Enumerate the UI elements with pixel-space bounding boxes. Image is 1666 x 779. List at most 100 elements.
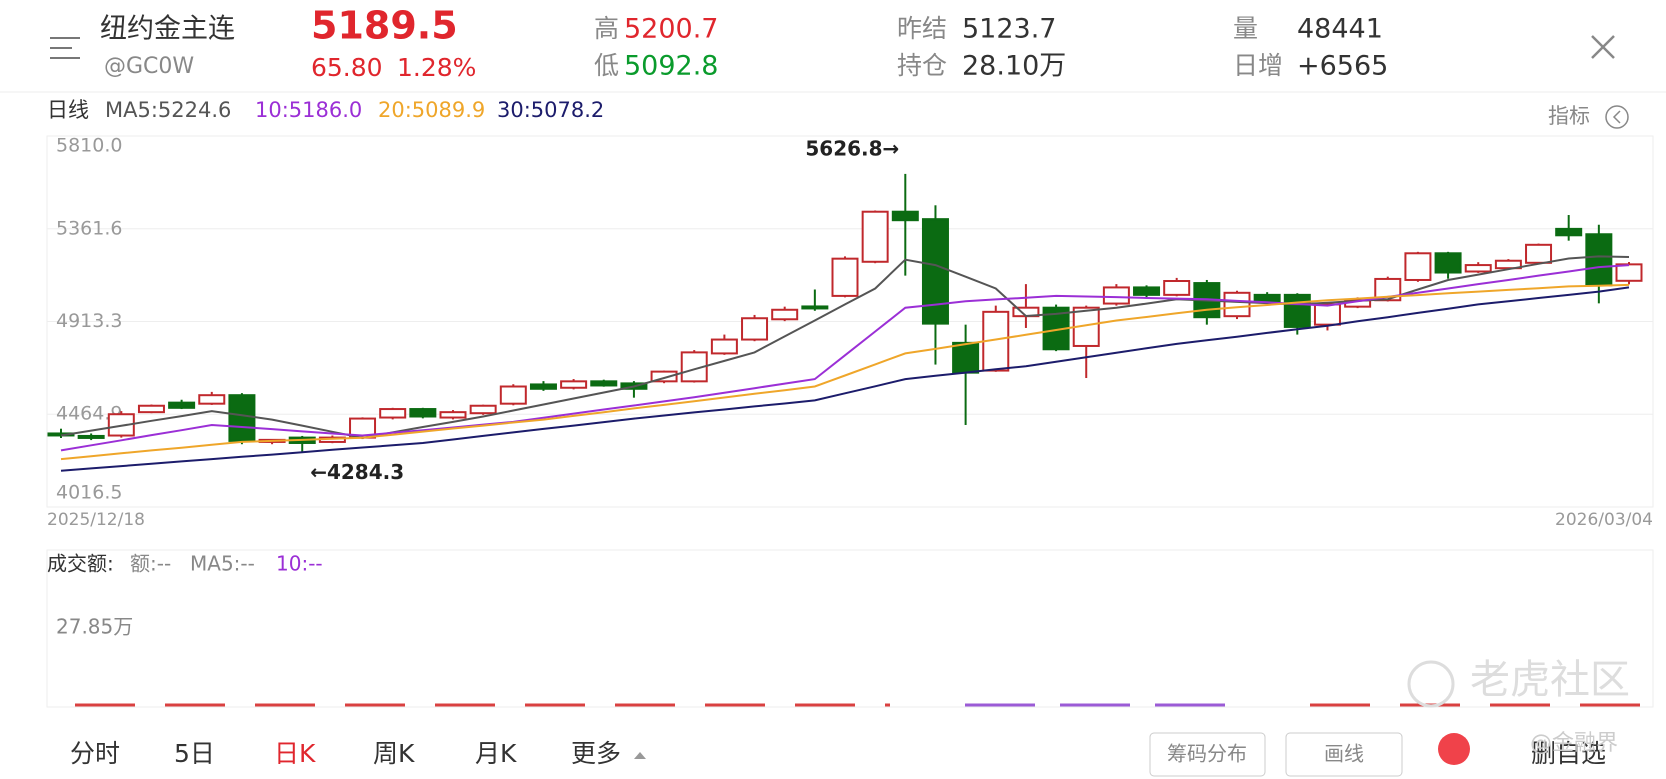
instrument-name: 纽约金主连 xyxy=(100,14,235,45)
legend-entry: 10:5186.0 xyxy=(255,98,362,122)
candle-body xyxy=(1283,293,1311,328)
open-interest: 28.10万 xyxy=(962,51,1066,82)
candle-body xyxy=(198,394,226,405)
button-label[interactable]: 删自选 xyxy=(1531,739,1606,768)
indicator-icon-arrow xyxy=(1612,110,1621,124)
candle-body xyxy=(409,408,437,418)
candle-body xyxy=(891,210,919,222)
y-tick-label: 5810.0 xyxy=(56,135,122,157)
volume-item: MA5:-- xyxy=(190,552,255,576)
candle-body xyxy=(529,383,557,390)
candle-body xyxy=(77,434,105,439)
y-tick-label: 4016.5 xyxy=(56,482,122,504)
tab[interactable]: 周K xyxy=(373,739,415,768)
watermark: @金融界 xyxy=(1530,731,1618,756)
tab[interactable]: 5日 xyxy=(174,739,215,768)
candle-body xyxy=(137,404,165,414)
prev-settle: 5123.7 xyxy=(962,14,1056,45)
daily-increase-label: 日增 xyxy=(1233,51,1283,80)
high: 5200.7 xyxy=(624,14,718,45)
tab-active[interactable]: 日K xyxy=(274,739,316,768)
candle-body xyxy=(1102,286,1130,305)
candle-body xyxy=(1585,233,1613,287)
legend-entry: 30:5078.2 xyxy=(497,98,604,122)
candle-body xyxy=(831,257,859,297)
candle-body xyxy=(801,305,829,310)
legend: MA5:5224.6 10:5186.0 20:5089.9 30:5078.2 xyxy=(105,98,604,122)
volume-title: 成交额: xyxy=(47,552,114,576)
candle-body xyxy=(1525,243,1553,264)
volume-axis-label: 27.85万 xyxy=(56,615,133,639)
y-tick-label: 5361.6 xyxy=(56,217,122,239)
volume-frame xyxy=(46,549,1654,708)
tab[interactable]: 更多 xyxy=(571,739,621,768)
candle-body xyxy=(1494,259,1522,270)
change: 65.80 xyxy=(311,53,383,82)
ma-line xyxy=(60,264,1630,452)
annotation: ←4284.3 xyxy=(310,460,404,484)
low: 5092.8 xyxy=(624,51,718,82)
button-label[interactable]: 筹码分布 xyxy=(1167,742,1247,766)
candle-body xyxy=(228,394,256,442)
watermark-logo xyxy=(1407,660,1455,708)
prev-settle-label: 昨结 xyxy=(897,14,947,43)
candle-body xyxy=(439,411,467,419)
indicator-button[interactable]: 指标 xyxy=(1548,104,1590,128)
instrument-code: @GC0W xyxy=(104,54,194,79)
period-label: 日线 xyxy=(47,98,89,122)
candle-body xyxy=(1555,227,1583,237)
price: 5189.5 xyxy=(311,4,458,48)
candle-body xyxy=(650,370,678,383)
close-icon[interactable] xyxy=(1591,35,1615,59)
tab[interactable]: 分时 xyxy=(70,739,120,768)
y-tick-label: 4464.9 xyxy=(56,403,122,425)
high-label: 高 xyxy=(594,14,619,43)
indicator-icon[interactable] xyxy=(1605,105,1629,129)
volume-label: 量 xyxy=(1233,14,1258,43)
daily-increase: +6565 xyxy=(1297,51,1388,82)
ma-line xyxy=(60,286,1630,472)
candle-body xyxy=(1163,280,1191,296)
candle-body xyxy=(1374,277,1402,302)
candle-body xyxy=(1434,252,1462,274)
candle-body xyxy=(771,308,799,321)
x-tick-label: 2026/03/04 xyxy=(1555,510,1653,530)
candle-body xyxy=(379,408,407,419)
legend-entry: MA5:5224.6 xyxy=(105,98,231,122)
legend-entry: 20:5089.9 xyxy=(378,98,485,122)
candle-body xyxy=(1313,303,1341,326)
low-label: 低 xyxy=(594,51,619,80)
annotation: 5626.8→ xyxy=(805,136,899,160)
candle-body xyxy=(560,380,588,389)
button[interactable] xyxy=(1285,732,1403,777)
change-pct: 1.28% xyxy=(397,53,476,82)
candle-body xyxy=(741,317,769,341)
candle-body xyxy=(1615,263,1643,282)
candle-body xyxy=(1133,286,1161,296)
menu-icon[interactable] xyxy=(50,37,80,59)
plot: 4016.5 4464.9 4913.3 5361.6 5810.0 2025/12/18… xyxy=(47,135,1653,530)
y-tick-label: 4913.3 xyxy=(56,310,122,332)
candle-body xyxy=(952,341,980,374)
volume-item: 额:-- xyxy=(130,552,171,576)
candle-body xyxy=(921,218,949,325)
tab[interactable]: 月K xyxy=(475,739,517,768)
candle-body xyxy=(499,385,527,405)
watermark: 老虎社区 xyxy=(1470,657,1630,703)
candle-body xyxy=(710,338,738,355)
volume: 48441 xyxy=(1297,14,1383,45)
tab-arrow xyxy=(634,752,646,759)
record-button[interactable] xyxy=(1438,733,1470,765)
candle-body xyxy=(168,401,196,409)
candle-body xyxy=(590,380,618,387)
open-interest-label: 持仓 xyxy=(897,51,947,80)
button[interactable] xyxy=(1149,732,1266,777)
ma-line xyxy=(60,283,1630,461)
button-label[interactable]: 画线 xyxy=(1324,742,1364,766)
candle-body xyxy=(469,404,497,415)
candle-body xyxy=(1404,252,1432,281)
candle-body xyxy=(1464,264,1492,273)
candle-body xyxy=(1223,291,1251,318)
volume-item: 10:-- xyxy=(276,552,323,576)
